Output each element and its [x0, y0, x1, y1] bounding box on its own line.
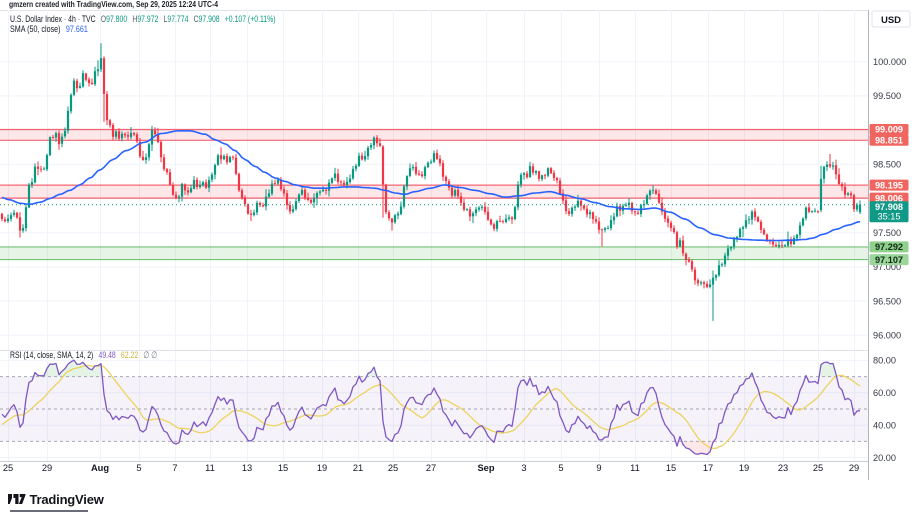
- rsi-axis-label: 80.00: [873, 356, 896, 366]
- open-label: O: [100, 14, 107, 24]
- time-axis-label: 3: [521, 463, 526, 473]
- price-badge-98.195[interactable]: [869, 179, 909, 191]
- symbol-legend[interactable]: U.S. Dollar Index · 4h · TVC O97.800 H97.9…: [10, 14, 276, 24]
- tradingview-logo[interactable]: TradingView: [8, 492, 104, 507]
- time-axis-label: 27: [426, 463, 436, 473]
- time-axis-label: 23: [778, 463, 788, 473]
- low-label: L: [163, 14, 168, 24]
- tradingview-brand-text: TradingView: [29, 492, 104, 507]
- time-axis-label: 19: [739, 463, 749, 473]
- price-axis-label: 100.000: [873, 57, 906, 67]
- time-axis-label: 25: [388, 463, 398, 473]
- high-label: H: [132, 14, 138, 24]
- bar-countdown-label: 35:15: [878, 211, 901, 221]
- time-axis-label: 25: [813, 463, 823, 473]
- sma-value: 97.661: [65, 24, 88, 35]
- high-value: 97.972: [137, 14, 159, 24]
- time-axis-label: 11: [630, 463, 640, 473]
- time-axis-label: 13: [242, 463, 252, 473]
- time-axis-label: 7: [172, 463, 177, 473]
- rsi-axis-label: 20.00: [873, 453, 896, 463]
- low-value: 97.774: [167, 14, 189, 24]
- rsi-ma-value: 62.22: [120, 350, 139, 360]
- change-value: +0.107 (+0.11%): [224, 14, 276, 24]
- price-badge-98.851[interactable]: [869, 134, 909, 146]
- price-axis-label: 96.500: [873, 296, 901, 306]
- time-axis-label: 9: [596, 463, 601, 473]
- rsi-line[interactable]: [1, 359, 861, 456]
- price-badge-label: 97.292: [875, 242, 903, 252]
- sma-legend[interactable]: SMA (50, close) 97.661: [10, 24, 88, 34]
- time-axis-month-label: Sep: [477, 463, 494, 473]
- time-axis-label: 15: [278, 463, 288, 473]
- price-axis-label: 97.000: [873, 262, 901, 272]
- time-axis-label: 15: [666, 463, 676, 473]
- attribution-text: gmzern created with TradingView.com, Sep…: [9, 0, 218, 9]
- exchange-label: TVC: [81, 14, 96, 24]
- time-axis-month-label: Aug: [91, 463, 109, 473]
- close-value: 97.908: [198, 14, 220, 24]
- tradingview-logo-icon: [8, 494, 26, 505]
- price-badge-label: 97.908: [875, 202, 903, 212]
- price-badge-label: 98.195: [875, 180, 903, 190]
- rsi-value: 49.48: [98, 350, 116, 360]
- price-badge-label: 98.851: [875, 135, 903, 145]
- top-divider: [0, 10, 912, 11]
- bottom-edge-fragment: [10, 510, 88, 512]
- sma-50-line[interactable]: [1, 130, 861, 242]
- support-zone-3[interactable]: [0, 246, 868, 260]
- time-axis-label: 29: [849, 463, 859, 473]
- close-label: C: [193, 14, 199, 24]
- time-axis-label: 11: [205, 463, 215, 473]
- time-axis-label: 25: [3, 463, 13, 473]
- rsi-label[interactable]: RSI (14, close, SMA, 14, 2): [10, 350, 94, 360]
- symbol-title[interactable]: U.S. Dollar Index: [10, 14, 63, 24]
- time-axis-label: 17: [703, 463, 713, 473]
- price-axis-label: 96.000: [873, 331, 901, 341]
- time-axis-label: 5: [558, 463, 563, 473]
- currency-toggle-button[interactable]: [871, 10, 911, 28]
- time-axis-label: 5: [136, 463, 141, 473]
- price-badge-98.006[interactable]: [869, 192, 909, 204]
- rsi-axis-label: 60.00: [873, 388, 896, 398]
- price-badge-label: 97.107: [875, 255, 903, 265]
- open-value: 97.800: [106, 14, 128, 24]
- price-badge-99.009[interactable]: [869, 123, 909, 135]
- rsi-axis-label: 40.00: [873, 420, 896, 430]
- price-badge-97.908[interactable]: [869, 201, 909, 223]
- up-candle-wicks: [7, 43, 861, 321]
- rsi-hidden-values: ∅ ∅: [143, 350, 158, 360]
- time-axis-label: 29: [42, 463, 52, 473]
- price-axis-label: 97.500: [873, 228, 901, 238]
- price-badge-label: 99.009: [875, 125, 903, 135]
- time-axis-label: 19: [317, 463, 327, 473]
- rsi-legend[interactable]: RSI (14, close, SMA, 14, 2) 49.48 62.22 ∅ ∅: [10, 350, 157, 361]
- price-badge-label: 98.006: [875, 193, 903, 203]
- resistance-zone-1[interactable]: [0, 129, 868, 141]
- rsi-ma-line[interactable]: [1, 364, 861, 450]
- price-axis-label: 98.500: [873, 160, 901, 170]
- time-axis-label: 21: [353, 463, 363, 473]
- sma-label[interactable]: SMA (50, close): [10, 24, 61, 35]
- price-axis-label: 99.500: [873, 91, 901, 101]
- currency-label[interactable]: USD: [881, 15, 901, 26]
- price-badge-97.292[interactable]: [869, 241, 909, 253]
- price-badge-97.107[interactable]: [869, 254, 909, 266]
- interval-label[interactable]: 4h: [68, 14, 76, 24]
